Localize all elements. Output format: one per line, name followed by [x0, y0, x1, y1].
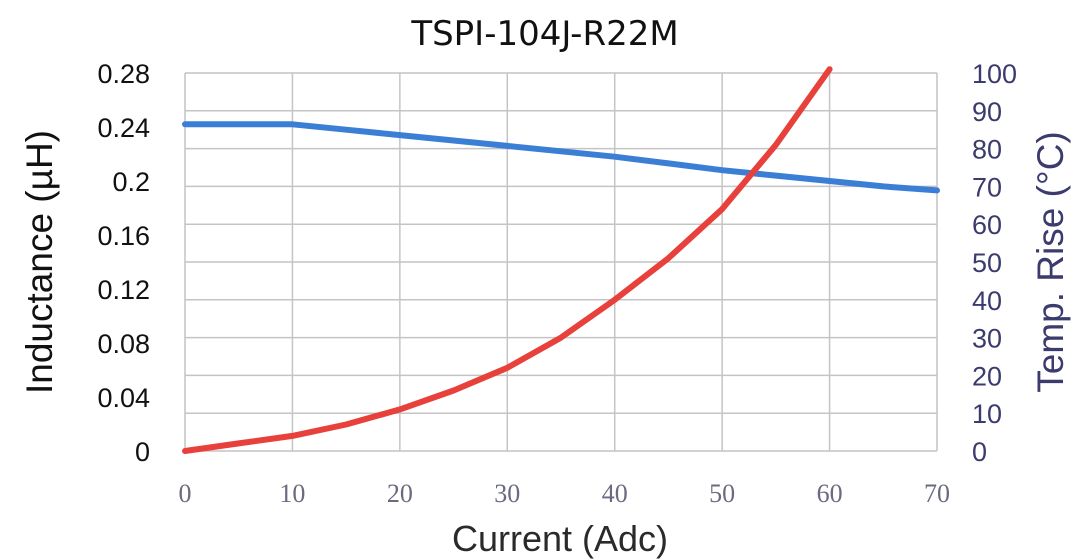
right-y-tick-label: 30 [972, 324, 1002, 354]
left-y-tick-label: 0.12 [97, 275, 150, 305]
right-y-tick-label: 40 [972, 286, 1002, 316]
x-ticks: 0 10 20 30 40 50 60 70 [179, 479, 951, 508]
right-y-tick-label: 20 [972, 361, 1002, 391]
x-tick-label: 60 [817, 479, 843, 508]
right-y-tick-label: 50 [972, 248, 1002, 278]
left-y-tick-label: 0.28 [97, 59, 150, 89]
x-tick-label: 70 [924, 479, 950, 508]
left-y-tick-label: 0.2 [112, 167, 150, 197]
right-axis-title: Temp. Rise (°C) [1030, 131, 1071, 393]
left-axis-title: Inductance (µH) [19, 130, 60, 394]
right-y-tick-label: 70 [972, 172, 1002, 202]
right-y-tick-label: 90 [972, 97, 1002, 127]
left-y-tick-label: 0 [135, 437, 150, 467]
x-axis-title: Current (Adc) [452, 518, 668, 559]
inductance-series-line [182, 121, 940, 194]
temp-rise-series-line [182, 66, 833, 454]
right-y-tick-label: 0 [972, 437, 987, 467]
left-y-tick-label: 0.04 [97, 383, 150, 413]
x-tick-label: 50 [709, 479, 735, 508]
x-tick-label: 0 [179, 479, 192, 508]
left-y-tick-label: 0.08 [97, 329, 150, 359]
x-tick-label: 30 [494, 479, 520, 508]
chart-title: TSPI-104J-R22M [410, 14, 678, 54]
right-y-tick-label: 10 [972, 399, 1002, 429]
left-y-tick-label: 0.16 [97, 221, 150, 251]
x-tick-label: 10 [279, 479, 305, 508]
series-layer [182, 66, 940, 454]
left-y-ticks: 0 0.04 0.08 0.12 0.16 0.2 0.24 0.28 [97, 59, 150, 467]
right-y-tick-label: 100 [972, 59, 1017, 89]
right-y-ticks: 0 10 20 30 40 50 60 70 80 90 100 [972, 59, 1017, 467]
grid [184, 72, 938, 452]
x-tick-label: 20 [387, 479, 413, 508]
right-y-tick-label: 60 [972, 210, 1002, 240]
x-tick-label: 40 [602, 479, 628, 508]
right-y-tick-label: 80 [972, 135, 1002, 165]
left-y-tick-label: 0.24 [97, 113, 150, 143]
